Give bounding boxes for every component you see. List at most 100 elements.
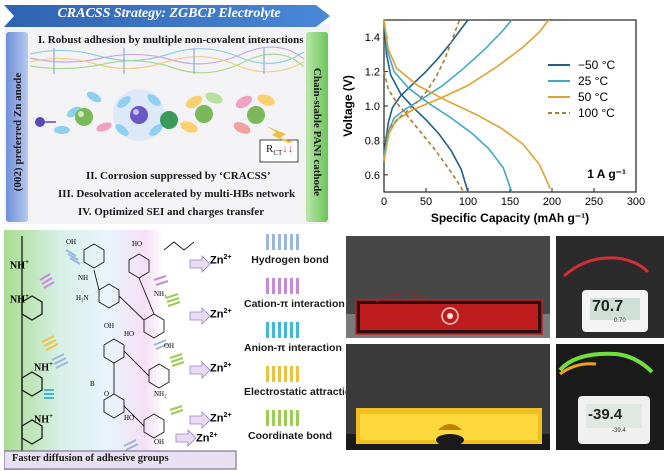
amine-2-text: NH [10, 294, 25, 306]
series-2-discharge-line [383, 19, 552, 189]
legend-swatch-4 [266, 410, 300, 426]
chem-label-3: H₃N [76, 294, 89, 302]
series-3-charge-line [383, 19, 461, 141]
legend-entry-1: 25 °C [578, 74, 608, 88]
panel-a-background [4, 5, 330, 224]
panel-a-title: CRACSS Strategy: ZGBCP Electrolyte [57, 6, 281, 21]
pani-cathode-block [306, 32, 328, 222]
y-tick-label-0: 0.6 [365, 170, 380, 182]
cathode-label: Chain-stable PANI cathode [306, 42, 328, 222]
cathode-label-text: Chain-stable PANI cathode [311, 67, 323, 197]
chem-label-0: OH [66, 238, 77, 246]
chem-label-4: B [90, 380, 95, 388]
zn-1-charge: 2+ [223, 254, 232, 261]
zn-anode-block [6, 32, 28, 222]
zn-label-2: Zn2+ [210, 308, 231, 321]
amine-1-text: NH [10, 260, 25, 272]
legend-entry-2: 50 °C [578, 90, 608, 104]
pani-backbone [21, 236, 43, 462]
thermo-hot-reading: -39.4 [588, 406, 623, 423]
photo-thermometer-hot: -39.4 -39.4 [556, 344, 664, 450]
chem-label-2: NH [78, 274, 89, 282]
series-3-discharge-line [383, 71, 465, 193]
panel-c-interaction-schematic: NH+ NH+ NH+ NH+ Zn2+ Zn2+ Zn2+ Zn2+ Zn2+… [4, 230, 358, 470]
gcd-chart-svg: 0 50 100 150 200 250 300 0.6 0.8 1.0 1.2 1.4 Specifi… [341, 19, 645, 225]
photo-lit-device-hot [346, 344, 550, 450]
panel-b-gcd-chart: 0 50 100 150 200 250 300 0.6 0.8 1.0 1.2 1.4 Specifi… [338, 2, 664, 234]
photo-thermo-cold-drawing [556, 236, 664, 338]
chem-label-11: HO [124, 414, 135, 422]
legend-label-2: Anion-π interaction [244, 342, 342, 354]
rct-label: RCT↓↓ [266, 143, 293, 157]
legend-swatch-0 [266, 234, 300, 250]
y-tick-label-2: 1.0 [365, 101, 380, 113]
zn-ion-anode [35, 117, 45, 127]
thermo-cold-reading: 70.7 [592, 298, 624, 315]
thermo-cold-subreading: 0.70 [614, 318, 626, 324]
amine-3-charge: + [49, 360, 53, 368]
zn-2-charge: 2+ [223, 308, 232, 315]
amine-3-text: NH [34, 362, 49, 374]
amine-4-charge: + [49, 412, 53, 420]
series-0-charge-line [383, 19, 469, 155]
zn-ion-sphere [160, 111, 178, 129]
point-4-text: IV. Optimized SEI and charges transfer [78, 206, 265, 218]
point-3-text: III. Desolvation accelerated by multi-HB… [58, 188, 296, 200]
zn-4-text: Zn [210, 412, 224, 425]
amine-label-3: NH+ [34, 360, 53, 373]
amine-label-2: NH+ [10, 292, 29, 305]
point-1-text: I. Robust adhesion by multiple non-coval… [38, 34, 304, 46]
zn-5-charge: 2+ [209, 432, 218, 439]
zn-label-4: Zn2+ [210, 412, 231, 425]
zn-label-5: Zn2+ [196, 432, 217, 445]
x-axis-label: Specific Capacity (mAh g⁻¹) [431, 211, 589, 225]
diffusion-banner-text: Faster diffusion of adhesive groups [12, 453, 169, 464]
chem-label-6: OH [104, 322, 115, 330]
legend-swatch-3 [266, 366, 300, 382]
panel-a-strategy-schematic: CRACSS Strategy: ZGBCP Electrolyte (002)… [4, 2, 330, 224]
interaction-legend: Hydrogen bond Cation-π interaction Anion-π… [244, 230, 358, 450]
rct-down-arrows: ↓↓ [282, 143, 294, 155]
y-tick-label-1: 0.8 [365, 135, 380, 147]
series-0-discharge-line [383, 19, 469, 193]
y-tick-label-3: 1.2 [365, 67, 380, 79]
thermo-hot-subreading: -39.4 [612, 428, 626, 434]
zn-4-charge: 2+ [223, 412, 232, 419]
chem-label-8: HO [124, 330, 135, 338]
rct-box [259, 139, 299, 163]
photo-thermo-hot-drawing [556, 344, 664, 450]
zn-2-text: Zn [210, 308, 224, 321]
legend-label-0: Hydrogen bond [251, 254, 329, 266]
series-1-charge-line [383, 19, 513, 158]
chem-label-1: HO [132, 240, 143, 248]
series-1-discharge-line [383, 19, 513, 193]
current-density-annotation: 1 A g⁻¹ [587, 167, 626, 181]
rct-letter: R [266, 143, 274, 155]
rct-subscript: CT [273, 149, 283, 158]
amine-label-4: NH+ [34, 412, 53, 425]
amine-4-text: NH [34, 414, 49, 426]
chem-label-5: O [104, 390, 110, 398]
legend-entry-0: −50 °C [578, 58, 615, 72]
chem-label-7: NH₃ [154, 290, 167, 298]
series-2-charge-line [383, 19, 550, 162]
point-2-text: II. Corrosion suppressed by ‘CRACSS’ [86, 170, 271, 182]
chem-label-12: OH [154, 438, 165, 446]
amine-2-charge: + [25, 292, 29, 300]
legend-label-3: Electrostatic attraction [244, 386, 358, 398]
solvation-cluster-3 [180, 92, 223, 133]
chem-label-9: OH [164, 342, 175, 350]
x-tick-label-4: 200 [543, 196, 561, 208]
x-tick-label-3: 150 [501, 196, 519, 208]
anode-label: (002) preferred Zn anode [7, 42, 29, 222]
photo-lit-device-cold [346, 236, 550, 338]
x-tick-label-2: 100 [459, 196, 477, 208]
anode-label-text: (002) preferred Zn anode [12, 72, 24, 192]
y-axis-label: Voltage (V) [341, 75, 355, 137]
photo-hot-drawing [346, 344, 550, 450]
zn-3-text: Zn [210, 362, 224, 375]
polymer-skeleton [83, 241, 195, 439]
legend-swatch-1 [266, 278, 300, 294]
zn-5-text: Zn [196, 432, 210, 445]
y-tick-label-4: 1.4 [365, 32, 380, 44]
